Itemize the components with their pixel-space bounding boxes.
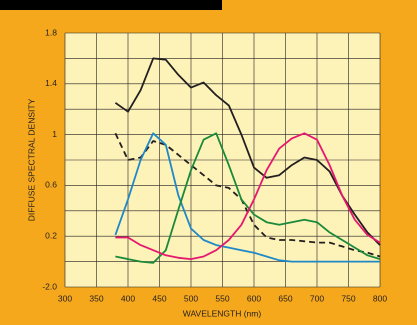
x-tick-label: 700: [310, 293, 324, 303]
x-tick-label: 450: [152, 293, 166, 303]
data-line: [115, 132, 381, 260]
top-bar: [0, 0, 222, 10]
x-axis-title: WAVELENGTH (nm): [183, 308, 262, 318]
y-axis-title: DIFFUSE SPECTRAL DENSITY: [26, 98, 36, 221]
y-tick-label: 0.2: [45, 230, 57, 240]
x-tick-label: 800: [373, 293, 387, 303]
x-tick-label: 300: [58, 293, 72, 303]
data-line: [115, 132, 381, 264]
x-tick-label: 500: [184, 293, 198, 303]
y-tick-label: -2.0: [42, 281, 57, 291]
x-tick-label: 600: [247, 293, 261, 303]
x-tick-label: 550: [215, 293, 229, 303]
data-line: [114, 57, 381, 246]
x-tick-label: 350: [89, 293, 103, 303]
y-tick-label: 1: [52, 129, 57, 139]
y-tick-label: 0.6: [45, 180, 57, 190]
x-tick-label: 750: [341, 293, 355, 303]
data-line: [114, 132, 380, 263]
x-tick-label: 650: [278, 293, 292, 303]
x-tick-label: 400: [121, 293, 135, 303]
y-tick-label: 1.4: [45, 78, 57, 88]
y-tick-label: 1.8: [45, 27, 57, 37]
